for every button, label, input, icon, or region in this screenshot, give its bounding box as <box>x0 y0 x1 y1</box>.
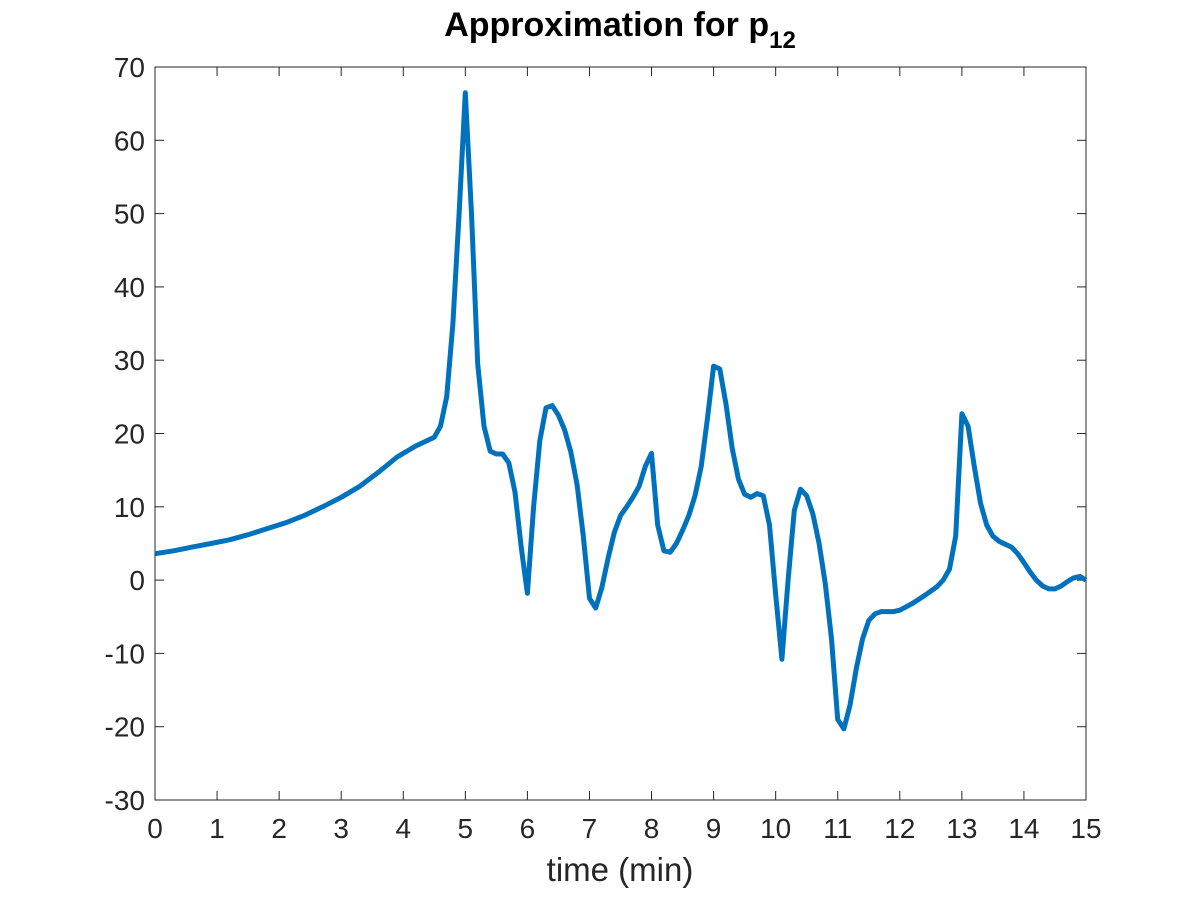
x-tick-label: 4 <box>395 813 411 844</box>
series-line-p12 <box>154 90 1088 732</box>
x-tick-label: 14 <box>1008 813 1039 844</box>
x-axis-ticks <box>154 67 1087 800</box>
x-tick-label: 10 <box>760 813 791 844</box>
y-tick-label: -10 <box>105 638 145 669</box>
y-tick-label: 50 <box>114 199 145 230</box>
y-tick-label: -20 <box>105 712 145 743</box>
x-axis-tick-labels: 0 1 2 3 4 5 6 7 8 9 10 11 12 13 14 15 <box>147 813 1101 844</box>
x-tick-label: 12 <box>884 813 915 844</box>
x-tick-label: 0 <box>147 813 163 844</box>
x-axis-label: time (min) <box>547 851 694 888</box>
y-tick-label: 60 <box>114 125 145 156</box>
y-tick-label: 20 <box>114 419 145 450</box>
x-tick-label: 11 <box>823 813 852 844</box>
x-tick-label: 9 <box>706 813 722 844</box>
x-tick-label: 6 <box>520 813 536 844</box>
x-tick-label: 5 <box>458 813 474 844</box>
x-tick-label: 1 <box>209 813 225 844</box>
x-tick-label: 8 <box>644 813 660 844</box>
y-tick-label: 70 <box>114 52 145 83</box>
chart-title-subscript: 12 <box>769 27 796 54</box>
x-tick-label: 15 <box>1070 813 1101 844</box>
plot-area <box>154 66 1087 801</box>
y-axis-ticks <box>155 66 1086 801</box>
chart-title: Approximation for p12 <box>444 6 796 54</box>
x-tick-label: 3 <box>333 813 349 844</box>
y-tick-label: 10 <box>114 492 145 523</box>
x-tick-label: 2 <box>271 813 287 844</box>
y-tick-label: 40 <box>114 272 145 303</box>
y-tick-label: 0 <box>129 565 145 596</box>
x-tick-label: 13 <box>946 813 977 844</box>
x-tick-label: 7 <box>582 813 598 844</box>
y-axis-tick-labels: -30 -20 -10 0 10 20 30 40 50 60 70 <box>105 52 145 816</box>
y-tick-label: 30 <box>114 345 145 376</box>
y-tick-label: -30 <box>105 785 145 816</box>
